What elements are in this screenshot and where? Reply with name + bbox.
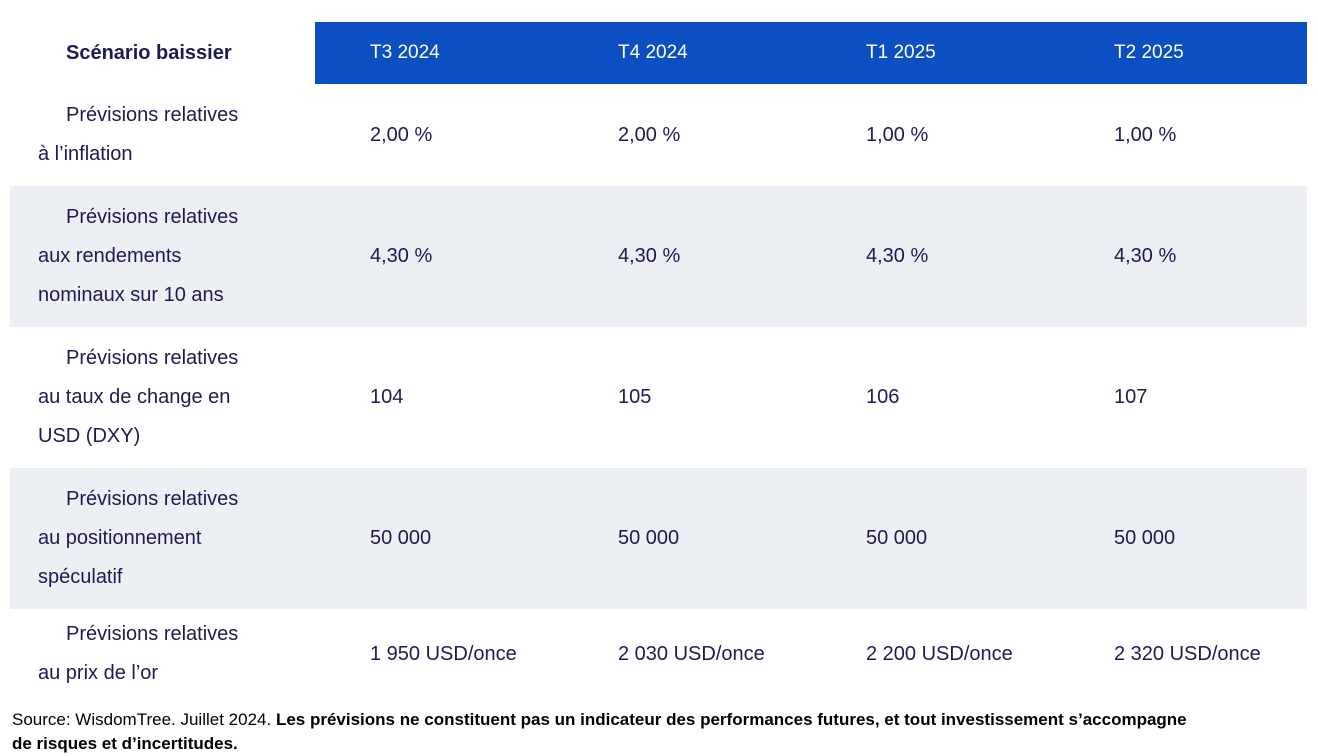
value-cell: 104 [370, 386, 404, 408]
table-row-inflation: Prévisions relatives à l’inflation 2,00 … [10, 84, 1307, 186]
value-cell: 2,00 % [370, 123, 433, 146]
table-row-usd-dxy: Prévisions relatives au taux de change e… [10, 327, 1307, 468]
row-label: Prévisions relatives aux rendements nomi… [38, 206, 239, 306]
column-header-t3-2024: T3 2024 [315, 22, 563, 84]
column-header-t1-2025: T1 2025 [811, 22, 1059, 84]
value-cell: 1 950 USD/once [370, 642, 517, 665]
column-header-t4-2024: T4 2024 [563, 22, 811, 84]
value-cell: 2,00 % [618, 123, 681, 146]
disclaimer-text: Les prévisions ne constituent pas un ind… [12, 710, 1187, 753]
table-row-nominal-yields: Prévisions relatives aux rendements nomi… [10, 186, 1307, 327]
value-cell: 50 000 [1114, 527, 1176, 549]
value-cell: 50 000 [866, 527, 928, 549]
value-cell: 2 320 USD/once [1114, 642, 1261, 665]
value-cell: 1,00 % [866, 123, 929, 146]
value-cell: 4,30 % [866, 245, 929, 267]
value-cell: 50 000 [618, 527, 680, 549]
value-cell: 106 [866, 386, 900, 408]
value-cell: 2 200 USD/once [866, 642, 1013, 665]
value-cell: 4,30 % [1114, 245, 1177, 267]
value-cell: 107 [1114, 386, 1148, 408]
value-cell: 50 000 [370, 527, 432, 549]
row-label: Prévisions relatives au prix de l’or [38, 623, 239, 684]
scenario-table: Scénario baissier T3 2024 T4 2024 T1 202… [10, 22, 1307, 699]
table-corner-label: Scénario baissier [10, 22, 315, 84]
footer-note: Source: WisdomTree. Juillet 2024. Les pr… [10, 708, 1190, 756]
column-header-t2-2025: T2 2025 [1059, 22, 1307, 84]
row-label: Prévisions relatives au positionnement s… [38, 488, 239, 588]
table-row-gold-price: Prévisions relatives au prix de l’or 1 9… [10, 609, 1307, 699]
source-note: Source: WisdomTree. Juillet 2024. [12, 710, 276, 729]
value-cell: 4,30 % [618, 245, 681, 267]
table-row-speculative-positioning: Prévisions relatives au positionnement s… [10, 468, 1307, 609]
value-cell: 2 030 USD/once [618, 642, 765, 665]
table-header-row: Scénario baissier T3 2024 T4 2024 T1 202… [10, 22, 1307, 84]
row-label: Prévisions relatives au taux de change e… [38, 347, 239, 447]
value-cell: 1,00 % [1114, 123, 1177, 146]
value-cell: 105 [618, 386, 652, 408]
value-cell: 4,30 % [370, 245, 433, 267]
row-label: Prévisions relatives à l’inflation [38, 104, 239, 165]
